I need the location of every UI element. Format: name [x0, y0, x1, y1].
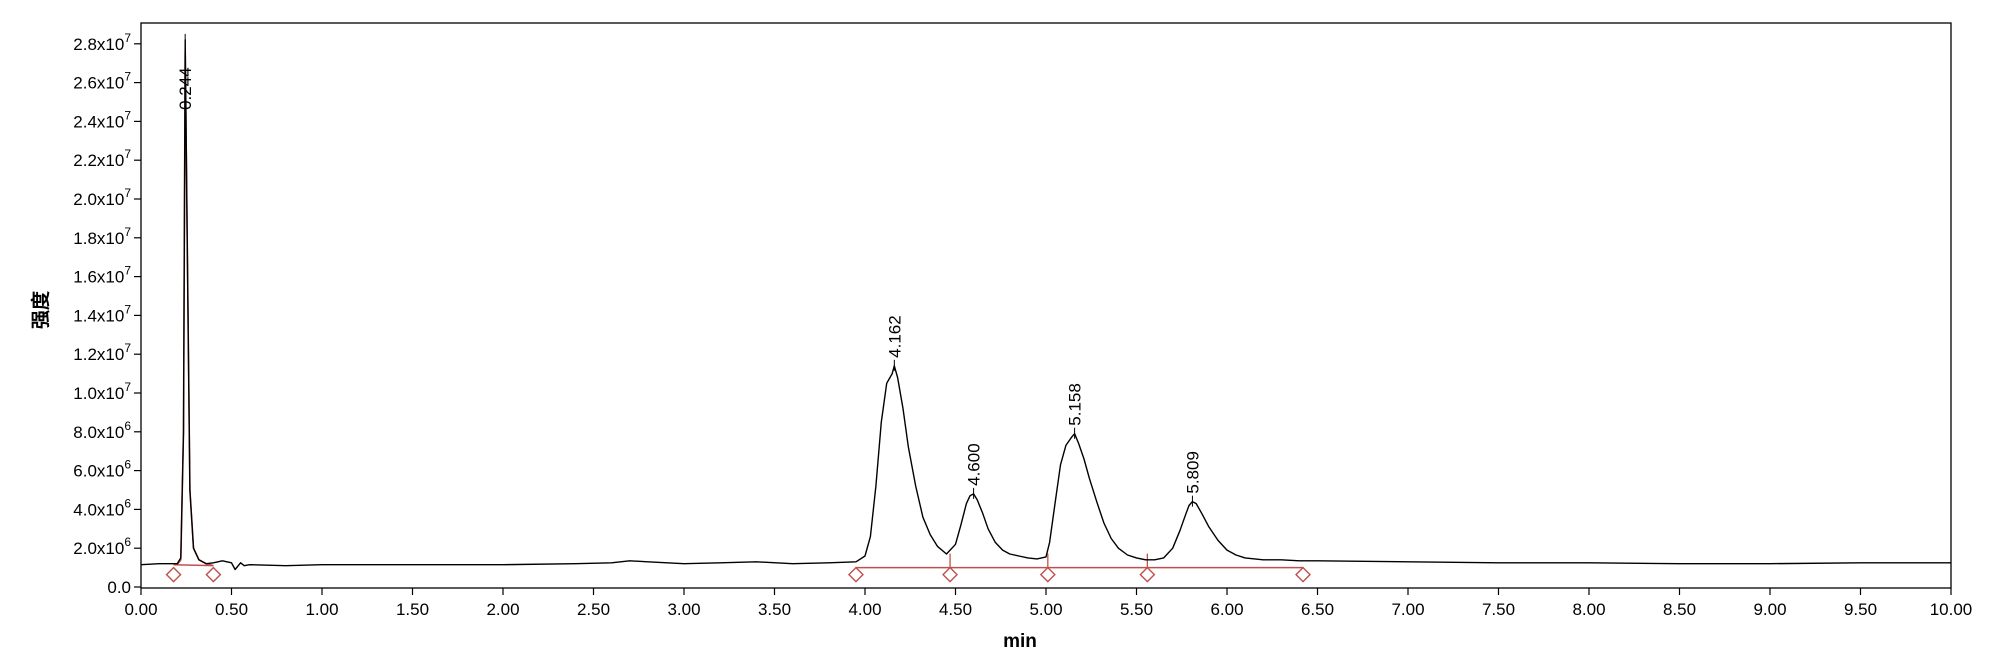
x-axis-ticks: 0.00 0.50 1.00 1.50 2.00 2.50 3.00 3.50 4.00 4.50… [124, 588, 1972, 619]
peak-labels: 0.244 4.162 4.600 5.158 5.809 [176, 33, 1202, 507]
peak-label-4: 5.809 [1183, 451, 1202, 494]
peak-label-2: 4.600 [965, 443, 984, 486]
x-tick-label-19: 9.50 [1844, 600, 1877, 619]
x-tick-label-20: 10.00 [1930, 600, 1973, 619]
integration-marker-6 [1295, 566, 1312, 583]
y-tick-label-14: 2.8x107 [73, 31, 131, 54]
y-tick-label-7: 1.4x107 [73, 302, 131, 325]
y-tick-label-5: 1.0x107 [73, 380, 131, 403]
y-tick-label-0: 0.0 [107, 578, 131, 597]
y-tick-label-6: 1.2x107 [73, 341, 131, 364]
x-tick-label-0: 0.00 [124, 600, 157, 619]
y-axis-ticks: 0.0 2.0x106 4.0x106 6.0x106 8.0x106 1.0x107 1.… [73, 31, 141, 597]
integration-baseline-0 [173, 563, 214, 567]
integration-marker-5 [1139, 566, 1156, 583]
integration-marker-2 [847, 566, 864, 583]
x-tick-label-7: 3.50 [758, 600, 791, 619]
peak-label-3: 5.158 [1066, 383, 1085, 426]
x-tick-label-1: 0.50 [215, 600, 248, 619]
x-tick-label-2: 1.00 [305, 600, 338, 619]
integration-marker-4 [1039, 566, 1056, 583]
integration-marker-0 [165, 566, 182, 583]
y-tick-label-10: 2.0x107 [73, 186, 131, 209]
x-tick-label-5: 2.50 [577, 600, 610, 619]
series-layer [140, 39, 1951, 571]
chromatogram-trace-0 [140, 39, 1951, 571]
x-tick-label-14: 7.00 [1391, 600, 1424, 619]
x-tick-label-11: 5.50 [1120, 600, 1153, 619]
y-tick-label-8: 1.6x107 [73, 264, 131, 287]
x-tick-label-16: 8.00 [1572, 600, 1605, 619]
y-tick-label-4: 8.0x106 [73, 419, 131, 442]
y-tick-label-9: 1.8x107 [73, 225, 131, 248]
y-tick-label-2: 4.0x106 [73, 496, 131, 519]
y-tick-label-1: 2.0x106 [73, 535, 131, 558]
peak-label-1: 4.162 [885, 315, 904, 358]
x-axis-title: min [1003, 631, 1037, 652]
x-tick-label-6: 3.00 [667, 600, 700, 619]
y-tick-label-12: 2.4x107 [73, 108, 131, 131]
x-tick-label-4: 2.00 [486, 600, 519, 619]
x-tick-label-10: 5.00 [1029, 600, 1062, 619]
x-tick-label-13: 6.50 [1301, 600, 1334, 619]
plot-frame [140, 22, 1952, 589]
y-tick-label-11: 2.2x107 [73, 147, 131, 170]
y-axis-title: 强度 [29, 290, 52, 329]
y-tick-label-3: 6.0x106 [73, 458, 131, 481]
x-tick-label-9: 4.50 [939, 600, 972, 619]
x-tick-label-17: 8.50 [1663, 600, 1696, 619]
peak-label-0: 0.244 [176, 67, 195, 110]
x-tick-label-15: 7.50 [1482, 600, 1515, 619]
integration-marker-1 [205, 566, 222, 583]
x-tick-label-12: 6.00 [1210, 600, 1243, 619]
integration-marks [165, 51, 1312, 583]
x-tick-label-8: 4.00 [848, 600, 881, 619]
x-tick-label-3: 1.50 [396, 600, 429, 619]
x-tick-label-18: 9.00 [1753, 600, 1786, 619]
integration-marker-3 [942, 566, 959, 583]
y-tick-label-13: 2.6x107 [73, 70, 131, 93]
